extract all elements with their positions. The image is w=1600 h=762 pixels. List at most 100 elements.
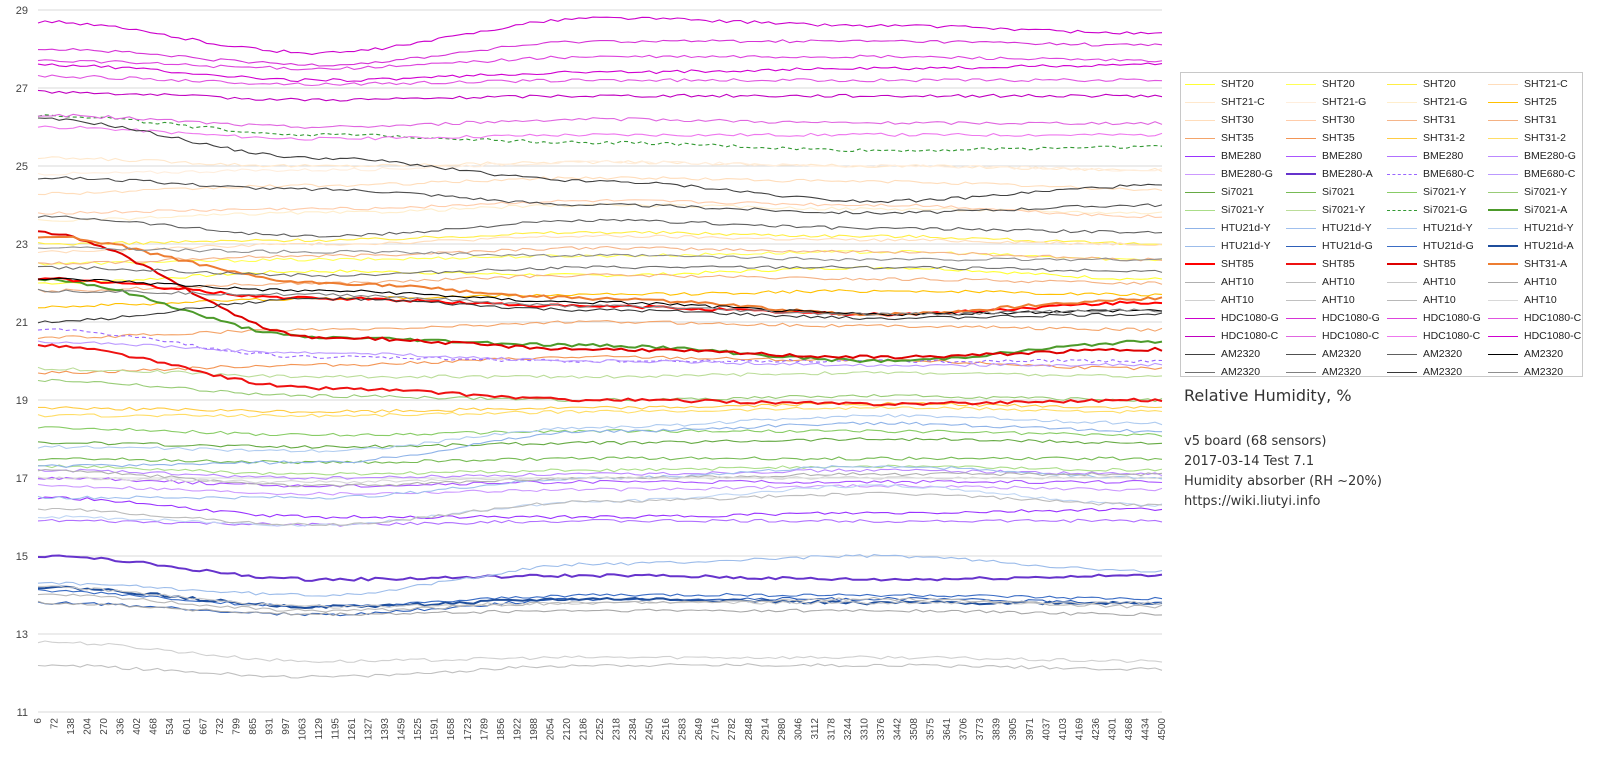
series-line: [37, 39, 1163, 67]
x-tick-label: 3376: [876, 718, 887, 741]
legend-swatch: [1387, 137, 1417, 139]
subtitle-line-3: Humidity absorber (RH ~20%): [1184, 474, 1382, 489]
legend-item: SHT25: [1488, 93, 1589, 111]
legend-label: AM2320: [1524, 348, 1564, 360]
x-tick-label: 1261: [347, 718, 358, 741]
x-tick-label: 3046: [793, 718, 804, 741]
series-line: [37, 405, 1163, 418]
legend-swatch: [1185, 137, 1215, 139]
series-line: [37, 491, 1163, 527]
legend-swatch: [1286, 263, 1316, 265]
legend-swatch: [1488, 335, 1518, 337]
x-tick-label: 732: [215, 718, 226, 735]
legend-label: SHT31: [1524, 114, 1557, 126]
series-line: [37, 465, 1163, 500]
legend-swatch: [1185, 317, 1215, 319]
series-line: [37, 663, 1163, 679]
legend-label: SHT21-C: [1524, 78, 1568, 90]
legend-label: HTU21d-Y: [1322, 222, 1372, 234]
x-tick-label: 3641: [942, 718, 953, 741]
series-line: [37, 245, 1163, 266]
series-line: [37, 89, 1163, 102]
series-lines: [37, 16, 1163, 679]
legend-label: AHT10: [1524, 294, 1557, 306]
legend-label: SHT21-G: [1322, 96, 1367, 108]
x-tick-label: 2848: [744, 718, 755, 741]
legend-label: Si7021: [1322, 186, 1355, 198]
legend-item: SHT20: [1286, 75, 1387, 93]
legend-item: HTU21d-Y: [1185, 237, 1286, 255]
legend-item: SHT30: [1185, 111, 1286, 129]
legend-item: AHT10: [1488, 291, 1589, 309]
x-tick-label: 3773: [975, 718, 986, 741]
x-tick-label: 2914: [760, 718, 771, 741]
series-line: [37, 421, 1163, 468]
legend-item: SHT31-2: [1387, 129, 1488, 147]
legend-swatch: [1387, 83, 1417, 85]
legend-label: HDC1080-C: [1221, 330, 1279, 342]
x-tick-label: 2318: [612, 718, 623, 741]
legend-item: BME280-G: [1488, 147, 1589, 165]
legend-item: AHT10: [1286, 291, 1387, 309]
series-line: [37, 199, 1163, 219]
x-tick-label: 204: [83, 718, 94, 735]
series-line: [37, 475, 1163, 484]
legend-item: Si7021-Y: [1488, 183, 1589, 201]
y-tick-label: 17: [16, 473, 28, 485]
legend-swatch: [1488, 371, 1518, 373]
x-tick-label: 138: [66, 718, 77, 735]
y-tick-label: 11: [17, 707, 28, 719]
series-line: [37, 296, 1163, 324]
series-line: [37, 340, 1163, 367]
legend-swatch: [1185, 353, 1215, 355]
legend-label: AM2320: [1221, 366, 1261, 378]
legend-label: BME280: [1423, 150, 1464, 162]
x-axis-ticks: 6 72 138 204 270 336 402 468 534 601 667 732 799 865 9…: [33, 718, 1168, 741]
x-tick-label: 931: [264, 718, 275, 735]
series-line: [37, 125, 1163, 141]
x-tick-label: 1525: [413, 718, 424, 741]
legend-swatch: [1387, 245, 1417, 247]
legend-swatch: [1185, 335, 1215, 337]
legend-item: BME680-C: [1387, 165, 1488, 183]
x-tick-label: 72: [50, 718, 61, 730]
x-tick-label: 1988: [529, 718, 540, 741]
series-line: [37, 176, 1163, 196]
legend-label: AHT10: [1423, 294, 1456, 306]
legend-swatch: [1488, 83, 1518, 85]
legend-item: AHT10: [1387, 273, 1488, 291]
legend-item: HDC1080-C: [1387, 327, 1488, 345]
series-line: [37, 600, 1163, 617]
legend-label: Si7021-G: [1423, 204, 1468, 216]
legend-item: Si7021: [1286, 183, 1387, 201]
legend-swatch: [1286, 191, 1316, 193]
legend-swatch: [1387, 317, 1417, 319]
legend-label: HTU21d-Y: [1221, 222, 1271, 234]
legend-item: Si7021-A: [1488, 201, 1589, 219]
series-line: [37, 202, 1163, 222]
x-tick-label: 2649: [694, 718, 705, 741]
legend-swatch: [1387, 155, 1417, 157]
x-tick-label: 1393: [380, 718, 391, 741]
legend-item: HDC1080-G: [1387, 309, 1488, 327]
legend-item: SHT31-2: [1488, 129, 1589, 147]
legend-swatch: [1387, 299, 1417, 301]
series-line: [37, 265, 1163, 278]
legend-label: AHT10: [1322, 276, 1355, 288]
legend-label: Si7021-A: [1524, 204, 1568, 216]
legend-swatch: [1185, 281, 1215, 283]
y-tick-label: 27: [16, 83, 28, 95]
legend-item: AM2320: [1185, 345, 1286, 363]
legend-label: HDC1080-C: [1322, 330, 1380, 342]
x-tick-label: 4037: [1041, 718, 1052, 741]
x-tick-label: 3310: [859, 718, 870, 741]
legend-label: AM2320: [1524, 366, 1564, 378]
legend-swatch: [1185, 371, 1215, 373]
legend-item: HDC1080-G: [1286, 309, 1387, 327]
x-tick-label: 2716: [711, 718, 722, 741]
gridlines: [38, 9, 1162, 713]
x-tick-label: 799: [231, 718, 242, 735]
y-tick-label: 23: [16, 239, 28, 251]
series-line: [37, 246, 1163, 262]
legend-label: HDC1080-C: [1423, 330, 1481, 342]
